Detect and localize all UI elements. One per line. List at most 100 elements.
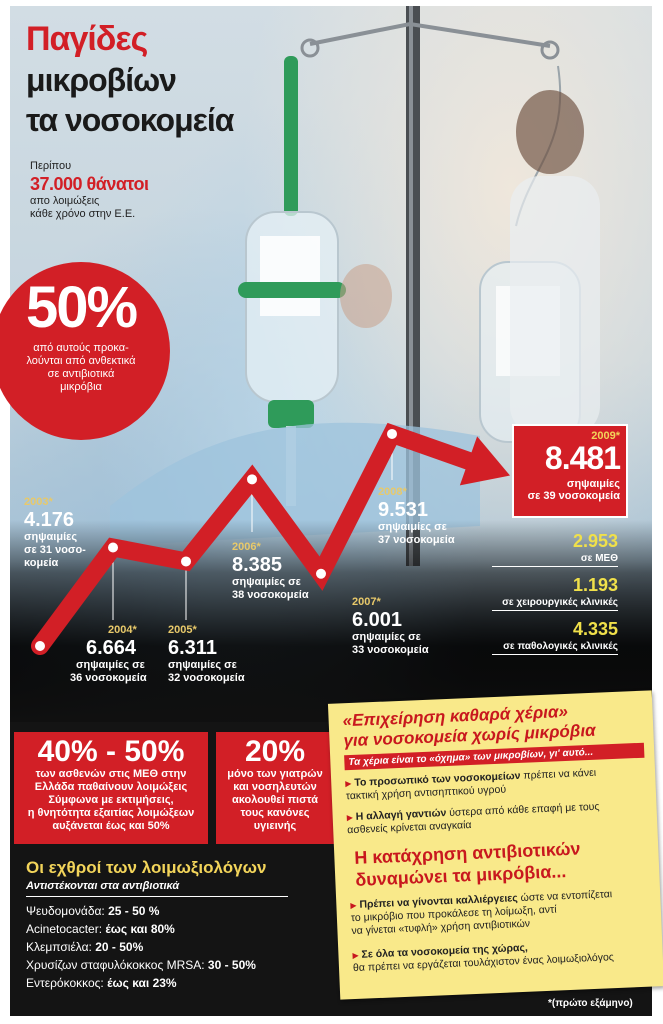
note-item-1-rest: πρέπει να κάνει — [520, 766, 597, 782]
box40-line-3: Σύμφωνα με εκτιμήσεις, — [48, 794, 174, 806]
year-2003: 2003* — [24, 496, 53, 508]
breakdown-surgical-label: σε χειρουργικές κλινικές — [502, 597, 618, 608]
box20-line-2: και νοσηλευτών — [233, 781, 317, 793]
breakdown-surgical: 1.193 σε χειρουργικές κλινικές — [492, 574, 618, 611]
unit-2005: σηψαιμίες σε — [168, 659, 237, 671]
sepsis-line-chart — [31, 422, 510, 655]
chart-point-0 — [35, 641, 45, 651]
bullet-triangle-icon: ▶ — [352, 950, 359, 961]
enemy-acinetobacter: Acinetocacter: έως και 80% — [26, 922, 175, 936]
breakdown-icu: 2.953 σε ΜΕΘ — [492, 530, 618, 567]
hosp-2007: 33 νοσοκομεία — [352, 644, 429, 656]
bullet-triangle-icon: ▶ — [350, 900, 357, 911]
enemy-value: έως και 80% — [105, 922, 175, 936]
iv-stand-illustration — [110, 6, 600, 566]
enemy-name: Acinetocacter: — [26, 922, 106, 936]
enemies-divider — [26, 896, 288, 897]
unit-2007: σηψαιμίες σε — [352, 631, 421, 643]
enemy-enterococcus: Εντερόκοκκος: έως και 23% — [26, 976, 177, 990]
unit-2009: σηψαιμίες — [566, 478, 620, 490]
enemy-name: Εντερόκοκκος: — [26, 976, 108, 990]
clean-hands-note: «Επιχείρηση καθαρά χέρια» για νοσοκομεία… — [327, 690, 663, 1000]
fifty-percent-circle: 50% από αυτούς προκα- λούνται από ανθεκτ… — [0, 262, 170, 440]
deaths-line-2: κάθε χρόνο στην Ε.Ε. — [30, 208, 136, 220]
box40-line-2: Ελλάδα παθαίνουν λοιμώξεις — [34, 781, 188, 793]
box20-value: 20% — [244, 735, 306, 768]
enemy-name: Ψευδομονάδα: — [26, 904, 109, 918]
value-2007: 6.001 — [352, 609, 403, 631]
chart-point-4 — [316, 568, 326, 579]
unit-2006: σηψαιμίες σε — [232, 576, 301, 588]
hosp-2004: 36 νοσοκομεία — [70, 672, 147, 684]
label-2005: 2005* 6.311 σηψαιμίες σε 32 νοσοκομεία — [168, 624, 268, 685]
enemy-pseudomonas: Ψευδομονάδα: 25 - 50 % — [26, 904, 159, 918]
box40-value: 40% - 50% — [37, 735, 185, 768]
fifty-line-1: από αυτούς προκα- — [33, 342, 129, 354]
label-2003: 2003* 4.176 σηψαιμίες σε 31 νοσο- κομεία — [24, 496, 104, 570]
fifty-line-2: λούνται από ανθεκτικά — [26, 355, 136, 367]
enemy-value: 30 - 50% — [207, 958, 256, 972]
box-icu-infections: 40% - 50% των ασθενών στις ΜΕΘ στην Ελλά… — [14, 732, 208, 844]
enemy-mrsa: Χρυσίζων σταφυλόκοκκος MRSA: 30 - 50% — [26, 958, 256, 972]
deaths-about: Περίπου — [30, 160, 72, 172]
bullet-triangle-icon: ▶ — [346, 812, 354, 823]
title-line-1: Παγίδες — [26, 20, 148, 58]
enemy-klebsiella: Κλεμπσιέλα: 20 - 50% — [26, 940, 143, 954]
breakdown-pathology: 4.335 σε παθολογικές κλινικές — [492, 618, 618, 655]
chart-point-3 — [247, 474, 257, 485]
box20-line-1: μόνο των γιατρών — [227, 768, 323, 780]
breakdown-pathology-label: σε παθολογικές κλινικές — [503, 641, 618, 652]
chart-arrowhead — [459, 436, 510, 486]
enemy-name: Χρυσίζων σταφυλόκοκκος MRSA: — [26, 958, 208, 972]
enemy-name: Κλεμπσιέλα: — [26, 940, 96, 954]
label-2008: 2008* 9.531 σηψαιμίες σε 37 νοσοκομεία — [378, 486, 478, 547]
chart-point-5 — [387, 428, 397, 439]
note-item-2: ▶ Η αλλαγή γαντιών ύστερα από κάθε επαφή… — [346, 799, 647, 838]
year-2008: 2008* — [378, 486, 407, 498]
note-item-2-rest: ύστερα από κάθε επαφή με τους — [446, 800, 600, 820]
year-2006: 2006* — [232, 541, 261, 553]
title-line-3: τα νοσοκομεία — [26, 102, 234, 138]
bullet-triangle-icon: ▶ — [345, 779, 352, 789]
value-2008: 9.531 — [378, 499, 429, 521]
deaths-value: 37.000 θάνατοι — [30, 174, 149, 194]
label-2004: 2004* 6.664 σηψαιμίες σε 36 νοσοκομεία — [70, 624, 170, 685]
value-2006: 8.385 — [232, 554, 283, 576]
chart-point-2 — [181, 556, 191, 567]
note-item-4: ▶ Σε όλα τα νοσοκομεία της χώρας, θα πρέ… — [352, 936, 657, 975]
box20-line-5: υγιεινής — [253, 820, 297, 832]
unit-2003: σηψαιμίες — [24, 531, 78, 543]
unit-2004: σηψαιμίες σε — [76, 659, 145, 671]
enemy-value: 25 - 50 % — [108, 904, 160, 918]
breakdown-surgical-value: 1.193 — [572, 575, 618, 595]
hosp-2009: σε 39 νοσοκομεία — [527, 490, 620, 502]
fifty-percent-value: 50% — [25, 275, 138, 340]
box20-line-4: τους κανόνες — [240, 807, 310, 819]
enemies-subtitle: Αντιστέκονται στα αντιβιοτικά — [26, 880, 180, 892]
value-2009: 8.481 — [544, 440, 621, 476]
note-item-3: ▶ Πρέπει να γίνονται καλλιέργειες ώστε ν… — [350, 886, 655, 938]
value-2004: 6.664 — [86, 637, 137, 659]
breakdown-pathology-value: 4.335 — [572, 619, 618, 639]
fifty-line-3: σε αντιβιοτικά — [47, 368, 115, 380]
hosp-2005: 32 νοσοκομεία — [168, 672, 245, 684]
note-item-3-rest: ώστε να εντοπίζεται — [517, 888, 613, 905]
enemy-value: 20 - 50% — [95, 940, 144, 954]
box40-line-4: η θνητότητα εξαιτίας λοιμώξεων — [27, 807, 195, 819]
deaths-line-1: απο λοιμώξεις — [30, 195, 100, 207]
label-2007: 2007* 6.001 σηψαιμίες σε 33 νοσοκομεία — [352, 596, 452, 657]
value-2003: 4.176 — [24, 509, 75, 531]
box40-line-5: αυξάνεται έως και 50% — [52, 820, 170, 832]
year-2004: 2004* — [108, 624, 137, 636]
note-item-1: ▶ Το προσωπικό των νοσοκομείων πρέπει να… — [345, 765, 646, 804]
enemies-title: Οι εχθροί των λοιμωξιολόγων — [26, 858, 267, 877]
hosp-2003: σε 31 νοσο- — [24, 544, 86, 556]
year-2005: 2005* — [168, 624, 197, 636]
year-2007: 2007* — [352, 596, 381, 608]
hosp-2006: 38 νοσοκομεία — [232, 589, 309, 601]
enemy-value: έως και 23% — [107, 976, 177, 990]
label-2006: 2006* 8.385 σηψαιμίες σε 38 νοσοκομεία — [232, 541, 332, 602]
box-hygiene: 20% μόνο των γιατρών και νοσηλευτών ακολ… — [216, 732, 334, 844]
unit-2008: σηψαιμίες σε — [378, 521, 447, 533]
